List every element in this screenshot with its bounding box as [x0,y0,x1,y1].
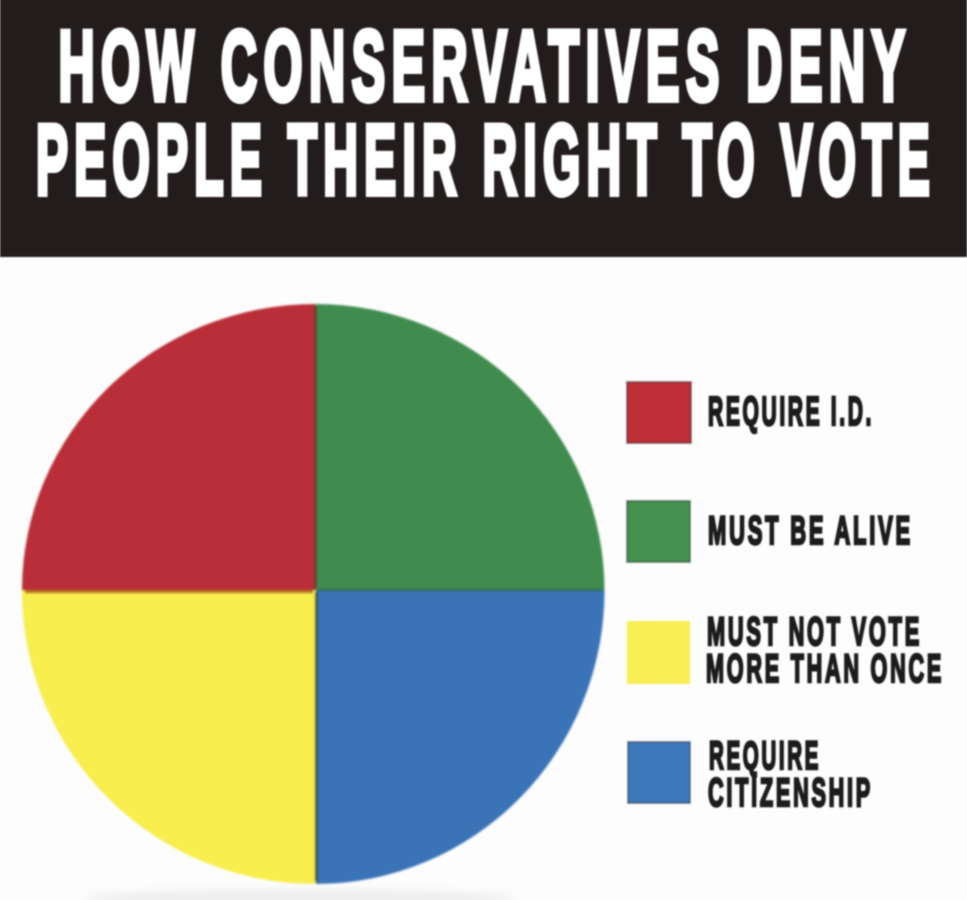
svg-text:MUST NOT VOTE: MUST NOT VOTE [707,610,922,654]
svg-text:HOW CONSERVATIVES DENY: HOW CONSERVATIVES DENY [59,11,912,122]
svg-text:MORE THAN ONCE: MORE THAN ONCE [706,647,944,691]
svg-text:REQUIRE I.D.: REQUIRE I.D. [708,388,874,434]
svg-text:CITIZENSHIP: CITIZENSHIP [708,771,873,815]
svg-text:MUST BE ALIVE: MUST BE ALIVE [708,509,913,553]
svg-text:REQUIRE: REQUIRE [709,734,821,778]
svg-text:PEOPLE THEIR RIGHT TO VOTE: PEOPLE THEIR RIGHT TO VOTE [36,105,936,216]
